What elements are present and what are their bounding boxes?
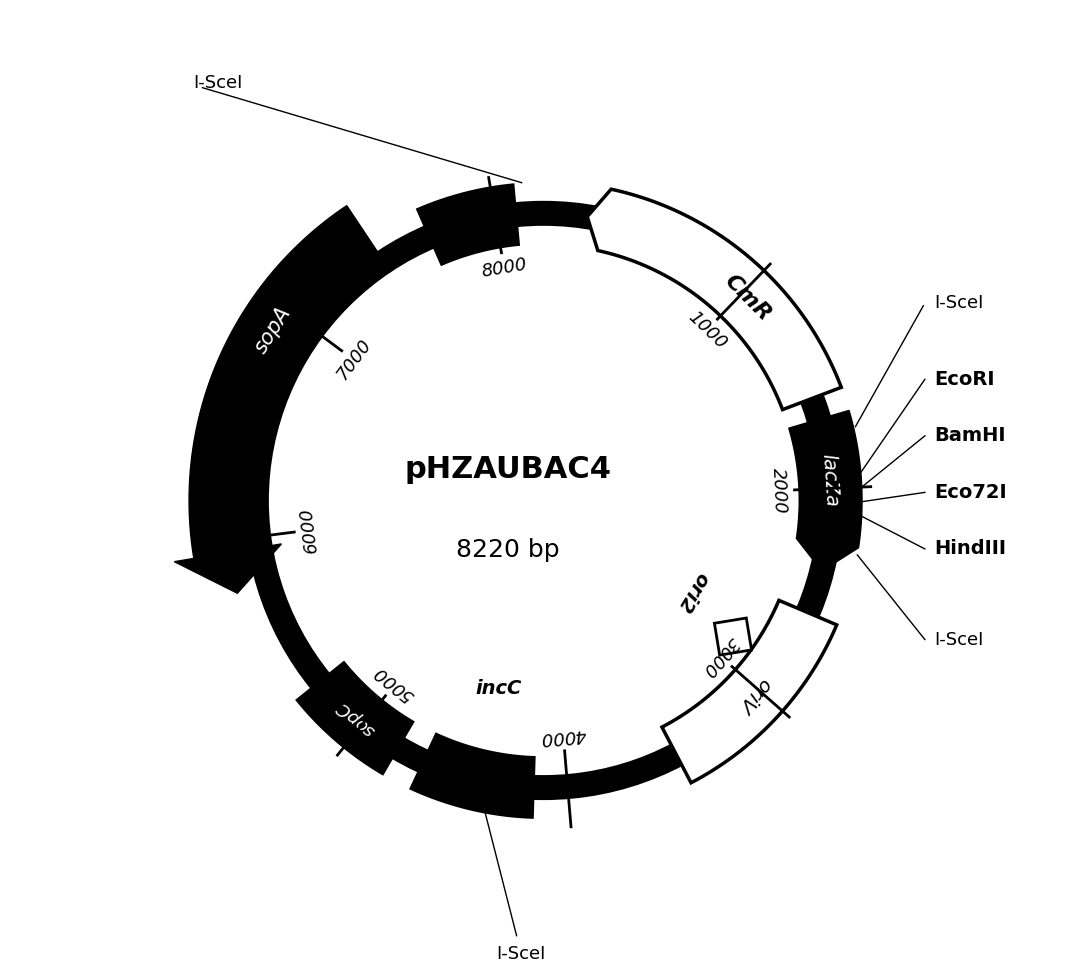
Text: lacZa: lacZa bbox=[819, 453, 841, 508]
Text: 7000: 7000 bbox=[333, 336, 375, 384]
Text: I-SceI: I-SceI bbox=[193, 74, 242, 93]
Text: EcoRI: EcoRI bbox=[934, 370, 995, 389]
Polygon shape bbox=[295, 660, 415, 775]
Text: oriV: oriV bbox=[735, 675, 775, 716]
Text: sopA: sopA bbox=[251, 303, 295, 357]
Text: 8220 bp: 8220 bp bbox=[455, 538, 560, 562]
Text: 8000: 8000 bbox=[479, 255, 528, 281]
Polygon shape bbox=[587, 189, 841, 410]
Text: pHZAUBAC4: pHZAUBAC4 bbox=[404, 455, 611, 483]
Text: 3000: 3000 bbox=[699, 633, 742, 680]
Text: incC: incC bbox=[476, 679, 522, 697]
Text: ori2: ori2 bbox=[673, 569, 712, 616]
Text: 2000: 2000 bbox=[770, 468, 789, 514]
Circle shape bbox=[288, 244, 799, 756]
Text: Eco72I: Eco72I bbox=[934, 483, 1007, 502]
Polygon shape bbox=[662, 600, 837, 783]
Text: CmR: CmR bbox=[720, 271, 774, 325]
Bar bbox=[714, 618, 751, 656]
Polygon shape bbox=[789, 410, 862, 571]
Polygon shape bbox=[174, 206, 385, 593]
Text: I-SceI: I-SceI bbox=[934, 294, 984, 312]
Text: sopC: sopC bbox=[334, 696, 379, 739]
Text: 6000: 6000 bbox=[298, 506, 321, 554]
Text: BamHI: BamHI bbox=[934, 427, 1005, 445]
Text: I-SceI: I-SceI bbox=[497, 945, 546, 962]
Polygon shape bbox=[415, 183, 520, 266]
Text: 5000: 5000 bbox=[372, 662, 418, 705]
Text: 1000: 1000 bbox=[684, 308, 729, 353]
Text: HindIII: HindIII bbox=[934, 540, 1005, 558]
Polygon shape bbox=[409, 732, 536, 819]
Text: I-SceI: I-SceI bbox=[934, 630, 984, 649]
Text: 4000: 4000 bbox=[539, 725, 587, 746]
